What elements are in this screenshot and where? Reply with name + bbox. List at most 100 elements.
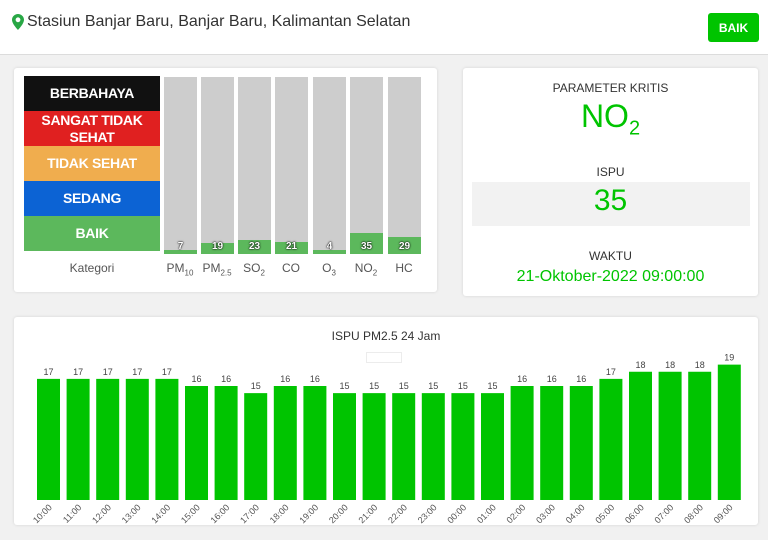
pollutant-bar-fill — [275, 242, 308, 254]
chart-bar[interactable] — [244, 393, 268, 500]
category-berbahaya: BERBAHAYA — [24, 76, 160, 111]
chart-bar[interactable] — [362, 393, 386, 500]
pollutant-value: 29 — [398, 241, 411, 252]
pollutant-value: 21 — [285, 241, 298, 252]
critical-parameter-title: PARAMETER KRITIS — [552, 81, 669, 95]
critical-parameter-value: NO2 — [580, 98, 641, 140]
chart-x-tick-label: 06:00 — [623, 502, 646, 525]
chart-bar[interactable] — [96, 378, 120, 500]
pollutant-bar[interactable]: 19 — [201, 77, 234, 254]
chart-x-tick-label: 04:00 — [564, 502, 587, 525]
chart-bar[interactable] — [599, 378, 623, 500]
chart-bar[interactable] — [717, 364, 741, 500]
chart-bar[interactable] — [451, 393, 475, 500]
chart-x-tick-label: 21:00 — [357, 502, 380, 525]
chart-title: ISPU PM2.5 24 Jam — [331, 329, 441, 343]
pollutant-bar-fill — [164, 250, 197, 254]
chart-data-label: 16 — [191, 374, 201, 384]
chart-bar[interactable] — [214, 386, 238, 500]
pollutant-label: SO2 — [243, 261, 265, 278]
status-badge-button[interactable]: BAIK — [708, 13, 759, 42]
chart-bar[interactable] — [125, 378, 149, 500]
chart-bar[interactable] — [392, 393, 416, 500]
chart-x-tick-label: 10:00 — [31, 502, 54, 525]
chart-bar[interactable] — [658, 371, 682, 500]
pollutant-panel: BERBAHAYA SANGAT TIDAK SEHAT TIDAK SEHAT SE… — [14, 68, 437, 292]
pollutant-value: 7 — [177, 241, 184, 252]
chart-data-label: 15 — [458, 381, 468, 391]
time-value: 21-Oktober-2022 09:00:00 — [516, 268, 705, 285]
category-legend: BERBAHAYA SANGAT TIDAK SEHAT TIDAK SEHAT SE… — [24, 76, 160, 251]
chart-bar[interactable] — [510, 386, 534, 500]
chart-bar[interactable] — [37, 378, 60, 500]
chart-x-tick-label: 11:00 — [61, 502, 84, 525]
chart-bar[interactable] — [155, 378, 179, 500]
chart-data-label: 18 — [665, 360, 675, 370]
chart-data-label: 16 — [547, 374, 557, 384]
chart-data-label: 15 — [487, 381, 497, 391]
chart-bar[interactable] — [481, 393, 504, 500]
pm25-bar-chart: 17 10:00 17 11:00 17 12:00 17 13:00 17 14:00 16 15:… — [31, 353, 741, 525]
chart-x-tick-label: 15:00 — [179, 502, 202, 525]
category-sangat-tidak-sehat: SANGAT TIDAK SEHAT — [24, 111, 160, 146]
chart-data-label: 16 — [517, 374, 527, 384]
chart-data-label: 16 — [280, 374, 290, 384]
pollutant-bar[interactable]: 29 — [388, 77, 421, 254]
chart-bar[interactable] — [421, 393, 445, 500]
chart-data-label: 17 — [132, 367, 142, 377]
chart-bar[interactable] — [629, 371, 652, 500]
chart-data-label: 17 — [73, 367, 83, 377]
pollutant-bar[interactable]: 23 — [238, 77, 271, 254]
pollutant-label: CO — [282, 261, 300, 275]
chart-x-tick-label: 22:00 — [386, 502, 409, 525]
chart-x-tick-label: 12:00 — [90, 502, 113, 525]
chart-bar[interactable] — [273, 386, 297, 500]
chart-data-label: 17 — [103, 367, 113, 377]
chart-x-tick-label: 09:00 — [712, 502, 735, 525]
pollutant-bar[interactable]: 35 — [350, 77, 383, 254]
chart-bar[interactable] — [333, 393, 356, 500]
chart-bar[interactable] — [185, 386, 208, 500]
chart-data-label: 17 — [162, 367, 172, 377]
chart-x-tick-label: 18:00 — [268, 502, 291, 525]
chart-x-tick-label: 03:00 — [534, 502, 557, 525]
pollutant-bar[interactable]: 7 — [164, 77, 197, 254]
chart-bar[interactable] — [540, 386, 564, 500]
chart-data-label: 17 — [43, 367, 53, 377]
pollutant-value: 35 — [360, 241, 373, 252]
pollutant-bar-fill — [201, 243, 234, 254]
pollutant-label: PM2.5 — [202, 261, 232, 278]
chart-x-tick-label: 17:00 — [238, 502, 261, 525]
category-sedang: SEDANG — [24, 181, 160, 216]
chart-bar[interactable] — [569, 386, 593, 500]
pollutant-bar-fill — [313, 250, 346, 254]
chart-data-label: 15 — [339, 381, 349, 391]
pollutant-bar[interactable]: 4 — [313, 77, 346, 254]
pollutant-value: 4 — [326, 241, 333, 252]
pollutant-label: O3 — [322, 261, 336, 278]
chart-x-tick-label: 05:00 — [593, 502, 616, 525]
pollutant-label: HC — [395, 261, 413, 275]
header: Stasiun Banjar Baru, Banjar Baru, Kalima… — [0, 0, 768, 55]
chart-data-label: 18 — [695, 360, 705, 370]
pollutant-bar-fill — [350, 233, 383, 254]
pollutant-bar[interactable]: 21 — [275, 77, 308, 254]
pollutant-label: NO2 — [354, 261, 378, 278]
chart-panel: ISPU PM2.5 24 Jam 17 10:00 17 11:00 17 12:00 1… — [14, 317, 758, 525]
chart-data-label: 15 — [399, 381, 409, 391]
chart-x-tick-label: 02:00 — [505, 502, 528, 525]
chart-x-tick-label: 07:00 — [653, 502, 676, 525]
chart-bar[interactable] — [66, 378, 90, 500]
pollutant-value: 19 — [211, 241, 224, 252]
ispu-box — [472, 182, 750, 226]
chart-x-tick-label: 01:00 — [475, 502, 498, 525]
chart-x-tick-label: 13:00 — [120, 502, 143, 525]
chart-data-label: 16 — [221, 374, 231, 384]
chart-x-tick-label: 19:00 — [297, 502, 320, 525]
ispu-title: ISPU — [596, 165, 625, 179]
chart-x-tick-label: 14:00 — [149, 502, 172, 525]
chart-data-label: 15 — [428, 381, 438, 391]
chart-bar[interactable] — [303, 386, 327, 500]
chart-bar[interactable] — [688, 371, 712, 500]
summary-panel: PARAMETER KRITIS NO2 ISPU 35 WAKTU 21-Ok… — [463, 68, 758, 296]
